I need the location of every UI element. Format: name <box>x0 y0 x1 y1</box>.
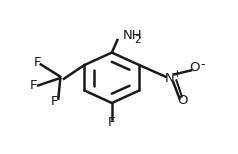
Text: 2: 2 <box>134 35 141 45</box>
Text: -: - <box>200 58 205 71</box>
Text: F: F <box>33 57 41 69</box>
Text: NH: NH <box>123 29 143 42</box>
Text: O: O <box>190 61 200 74</box>
Text: N: N <box>165 72 175 85</box>
Text: F: F <box>51 95 58 108</box>
Text: O: O <box>178 94 188 107</box>
Text: +: + <box>173 69 182 79</box>
Text: F: F <box>30 79 37 92</box>
Text: F: F <box>108 116 116 130</box>
